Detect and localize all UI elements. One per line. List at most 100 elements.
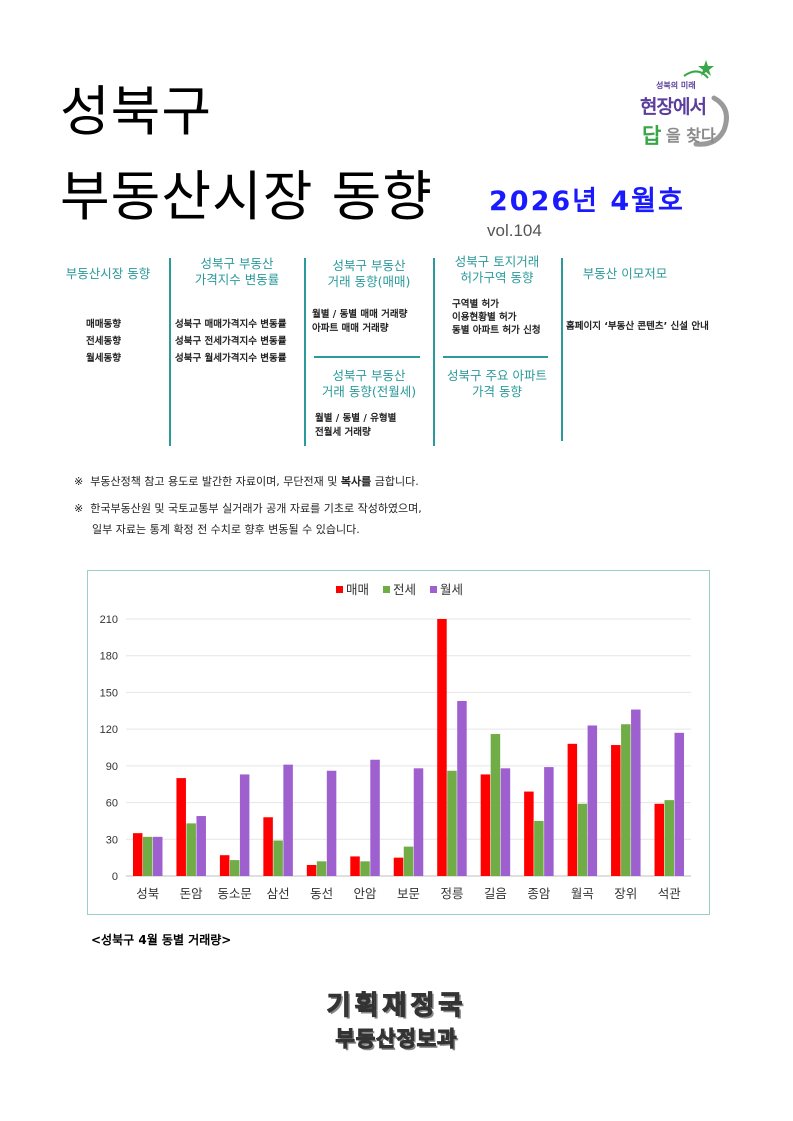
toc-head-line: 가격지수 변동률 [194, 272, 280, 287]
bar-매매-보문 [393, 857, 404, 876]
chart-caption: <성북구 4월 동별 거래량> [91, 933, 232, 947]
legend-label: 전세 [393, 582, 416, 597]
toc-separator [314, 356, 420, 358]
toc-item: 성북구 월세가격지수 변동률 [175, 353, 287, 364]
bar-월세-월곡 [587, 725, 598, 876]
bar-매매-안암 [350, 856, 360, 876]
logo-graphic [683, 60, 729, 147]
bar-전세-장위 [621, 724, 631, 876]
y-tick-label: 210 [100, 614, 118, 626]
bar-매매-길음 [480, 774, 491, 876]
x-tick-label: 길음 [484, 886, 507, 901]
bar-전세-월곡 [577, 803, 588, 876]
org-division: 부동산정보과 [335, 1026, 458, 1051]
toc-divider [169, 258, 171, 446]
bar-월세-종암 [544, 767, 554, 876]
bar-매매-월곡 [567, 743, 578, 876]
bar-전세-삼선 [273, 840, 283, 876]
toc-head-line: 성북구 토지거래 [454, 254, 540, 269]
x-tick-label: 동선 [310, 886, 333, 901]
y-tick-label: 180 [100, 651, 118, 663]
org-department: 기획재정국 [326, 990, 467, 1021]
volume-label: vol.104 [487, 221, 542, 240]
toc-item: 월세동향 [86, 353, 121, 364]
toc-head-trade-rent: 성북구 부동산 거래 동향(전월세) [306, 368, 432, 400]
bar-전세-보문 [403, 846, 414, 876]
legend-swatch [430, 586, 437, 593]
toc-item: 전세동향 [86, 336, 121, 347]
bar-전세-동선 [316, 861, 327, 876]
toc-head-price-index: 성북구 부동산 가격지수 변동률 [172, 256, 302, 288]
legend-swatch [383, 586, 390, 593]
bar-매매-동소문 [219, 855, 230, 876]
bar-매매-석관 [654, 803, 665, 876]
note-2-line1: 한국부동산원 및 국토교통부 실거래가 공개 자료를 기초로 작성하였으며, [90, 502, 422, 515]
toc-item: 홈페이지 ‘부동산 콘텐츠’ 신설 안내 [566, 321, 709, 332]
toc-item: 이용현황별 허가 [452, 312, 517, 323]
toc-item: 아파트 매매 거래량 [312, 323, 389, 334]
bar-월세-돈암 [196, 816, 206, 876]
bar-chart: 0 30 60 90 120 150 180 210 성북 돈암 동소문 삼선 동선 안암 보문 정릉 길음 종암… [100, 582, 691, 901]
toc-item: 성북구 매매가격지수 변동률 [175, 319, 287, 330]
x-tick-label: 정릉 [440, 886, 463, 901]
x-tick-label: 종암 [527, 886, 551, 901]
x-tick-label: 장위 [614, 886, 637, 901]
toc-separator [443, 356, 548, 358]
bar-매매-돈암 [176, 778, 186, 876]
note-1: ※ 부동산정책 참고 용도로 발간한 자료이며, 무단전재 및 복사를 금합니다… [74, 472, 419, 492]
x-tick-label: 동소문 [217, 886, 252, 901]
x-tick-label: 석관 [658, 886, 682, 901]
title-line2: 부동산시장 동향 [60, 165, 433, 228]
chart-container: 0 30 60 90 120 150 180 210 성북 돈암 동소문 삼선 동선 안암 보문 정릉 길음 종암… [87, 570, 710, 915]
logo-line1: 현장에서 [640, 96, 707, 118]
toc-head-trade-sale: 성북구 부동산 거래 동향(매매) [306, 258, 432, 290]
logo-line2-b: 을 찾다 [666, 126, 716, 145]
toc-head-line: 허가구역 동향 [460, 270, 534, 285]
bar-월세-석관 [674, 732, 685, 876]
x-tick-label: 월곡 [571, 886, 594, 901]
toc-item: 전월세 거래량 [315, 427, 371, 438]
legend-swatch [336, 586, 343, 593]
bar-월세-성북 [152, 836, 163, 876]
x-tick-label: 돈암 [180, 886, 204, 901]
toc-head-line: 성북구 부동산 [332, 258, 406, 273]
y-tick-label: 60 [106, 798, 118, 810]
x-tick-label: 안암 [354, 886, 378, 901]
x-tick-label: 보문 [397, 886, 420, 901]
bar-전세-성북 [142, 836, 153, 876]
bar-월세-동소문 [239, 774, 250, 876]
bar-매매-삼선 [263, 817, 273, 876]
toc-head-line: 거래 동향(매매) [327, 274, 411, 289]
bar-월세-삼선 [283, 764, 293, 876]
note-1-text: 부동산정책 참고 용도로 발간한 자료이며, 무단전재 및 [90, 475, 341, 488]
note-2: ※ 한국부동산원 및 국토교통부 실거래가 공개 자료를 기초로 작성하였으며, [74, 499, 422, 519]
bar-전세-돈암 [186, 823, 196, 876]
bar-매매-장위 [611, 745, 621, 876]
logo-line2-a: 답 [642, 124, 662, 148]
toc-item: 월별 / 동별 매매 거래량 [312, 309, 408, 320]
bar-전세-동소문 [229, 860, 240, 876]
toc-head-line: 가격 동향 [472, 384, 522, 399]
bar-월세-장위 [631, 709, 641, 876]
y-tick-label: 90 [106, 761, 118, 773]
note-2-line2: 일부 자료는 통계 확정 전 수치로 향후 변동될 수 있습니다. [92, 523, 360, 536]
toc-head-line: 거래 동향(전월세) [321, 384, 417, 399]
toc-divider [433, 258, 435, 446]
issue-label: 2026년 4월호 [489, 186, 685, 217]
legend-label: 월세 [440, 582, 463, 597]
bar-매매-동선 [306, 864, 317, 876]
y-tick-label: 30 [106, 834, 118, 846]
bar-월세-길음 [500, 768, 511, 876]
y-tick-label: 150 [100, 687, 118, 699]
toc-head-misc: 부동산 이모저모 [582, 266, 668, 281]
bar-월세-정릉 [457, 700, 467, 876]
x-tick-label: 성북 [136, 886, 159, 901]
toc-divider [304, 258, 306, 446]
bar-매매-종암 [524, 791, 534, 876]
bar-매매-정릉 [437, 619, 447, 876]
bar-월세-동선 [326, 770, 337, 876]
toc-item: 매매동향 [86, 319, 121, 330]
toc-item: 월별 / 동별 / 유형별 [315, 413, 397, 424]
note-mark: ※ [74, 475, 84, 488]
toc-head-line: 성북구 주요 아파트 [447, 368, 547, 383]
